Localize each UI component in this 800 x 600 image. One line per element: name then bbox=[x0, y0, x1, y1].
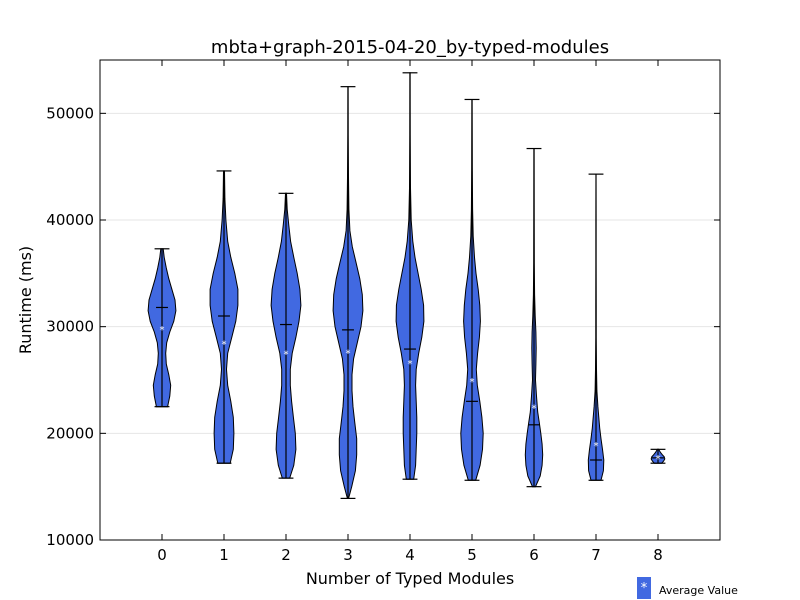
violin-0: * bbox=[147, 248, 177, 408]
mean-marker: * bbox=[284, 349, 289, 360]
mean-marker: * bbox=[408, 359, 413, 370]
legend-label: Average Value bbox=[659, 584, 738, 597]
y-axis: 10000 20000 30000 40000 50000 bbox=[46, 104, 720, 549]
legend-swatch bbox=[637, 577, 651, 599]
y-tick-label: 20000 bbox=[46, 424, 94, 442]
x-tick-label: 7 bbox=[591, 546, 601, 564]
y-tick-label: 50000 bbox=[46, 104, 94, 122]
y-tick-label: 10000 bbox=[46, 531, 94, 549]
x-axis: 0 1 2 3 4 5 6 7 8 bbox=[157, 60, 663, 564]
x-tick-label: 5 bbox=[467, 546, 477, 564]
y-tick-label: 40000 bbox=[46, 211, 94, 229]
legend: * Average Value bbox=[637, 577, 738, 599]
violins: * * * * * * * * * bbox=[147, 72, 666, 499]
mean-marker: * bbox=[346, 348, 351, 359]
y-axis-label: Runtime (ms) bbox=[16, 246, 35, 354]
legend-marker-icon: * bbox=[641, 581, 648, 596]
x-tick-label: 8 bbox=[653, 546, 663, 564]
x-tick-label: 3 bbox=[343, 546, 353, 564]
mean-marker: * bbox=[656, 454, 661, 465]
mean-marker: * bbox=[470, 377, 475, 388]
violin-3: * bbox=[332, 86, 364, 499]
x-tick-label: 6 bbox=[529, 546, 539, 564]
x-axis-label: Number of Typed Modules bbox=[306, 569, 514, 588]
x-tick-label: 0 bbox=[157, 546, 167, 564]
mean-marker: * bbox=[160, 325, 165, 336]
y-tick-label: 30000 bbox=[46, 318, 94, 336]
x-tick-label: 1 bbox=[219, 546, 229, 564]
mean-marker: * bbox=[532, 404, 537, 415]
violin-7: * bbox=[587, 173, 605, 481]
violin-1: * bbox=[209, 170, 239, 464]
violin-6: * bbox=[524, 147, 544, 488]
x-tick-label: 4 bbox=[405, 546, 415, 564]
mean-marker: * bbox=[222, 340, 227, 351]
violin-4: * bbox=[395, 72, 425, 480]
x-tick-label: 2 bbox=[281, 546, 291, 564]
violin-5: * bbox=[460, 98, 484, 481]
mean-marker: * bbox=[594, 441, 599, 452]
violin-8: * bbox=[650, 448, 666, 465]
violin-2: * bbox=[270, 192, 302, 479]
chart-title: mbta+graph-2015-04-20_by-typed-modules bbox=[211, 37, 609, 58]
